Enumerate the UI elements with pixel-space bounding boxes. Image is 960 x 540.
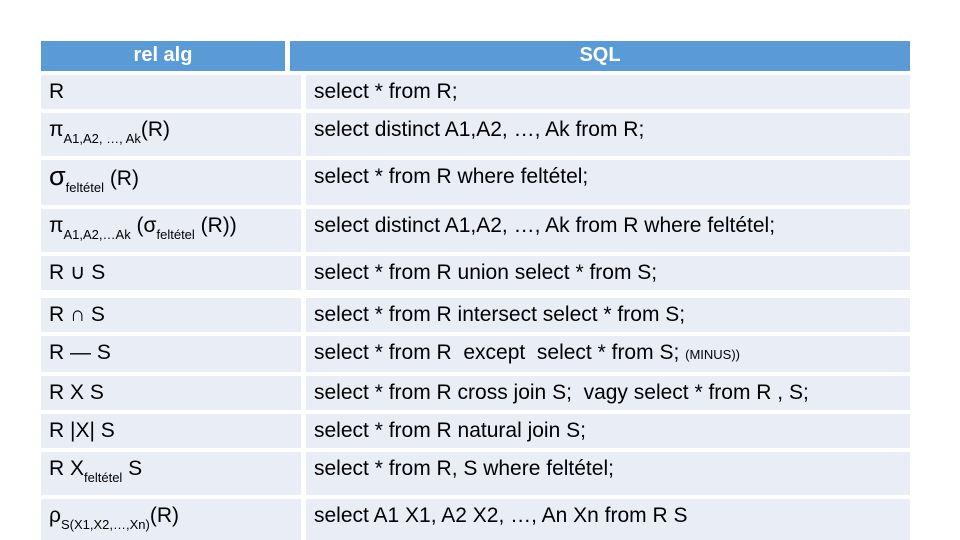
- cell-text: feltétel: [156, 227, 195, 242]
- cell-text: S(X1,X2,…,Xn): [60, 517, 150, 532]
- relalg-cell: R X S: [41, 376, 301, 410]
- cell-text: select * from R except select * from S;: [314, 341, 686, 364]
- cell-text: σ: [49, 161, 66, 191]
- sql-cell: select * from R cross join S; vagy selec…: [306, 376, 910, 410]
- sql-cell: select * from R, S where feltétel;: [306, 452, 910, 495]
- cell-text: A1,A2, …, Ak: [63, 131, 141, 146]
- cell-text: (R): [140, 118, 170, 141]
- cell-text: R: [49, 80, 65, 103]
- table-row: σfeltétel (R) select * from R where felté…: [41, 160, 910, 205]
- relalg-cell: R: [41, 75, 301, 109]
- relalg-cell: πA1,A2,…Ak (σfeltétel (R)): [41, 209, 301, 252]
- cell-text: select distinct A1,A2, …, Ak from R;: [314, 118, 645, 141]
- cell-text: select * from R natural join S;: [314, 419, 586, 442]
- cell-text: (MINUS)): [685, 347, 741, 362]
- table-header-row: rel alg SQL: [41, 41, 910, 71]
- sql-cell: select distinct A1,A2, …, Ak from R;: [306, 113, 910, 156]
- cell-text: feltétel: [84, 470, 123, 485]
- sql-cell: select * from R union select * from S;: [306, 256, 910, 290]
- cell-text: A1,A2,…Ak: [63, 227, 131, 242]
- sql-cell: select A1 X1, A2 X2, …, An Xn from R S: [306, 499, 910, 540]
- cell-text: (R): [149, 504, 179, 527]
- cell-text: select * from R, S where feltétel;: [314, 457, 614, 480]
- table-row: ρS(X1,X2,…,Xn)(R) select A1 X1, A2 X2, …,…: [41, 499, 910, 540]
- sql-cell: select * from R natural join S;: [306, 414, 910, 448]
- cell-text: R ∩ S: [49, 303, 105, 326]
- sql-cell: select * from R where feltétel;: [306, 160, 910, 205]
- column-header-sql: SQL: [290, 41, 910, 71]
- sql-cell: select * from R;: [306, 75, 910, 109]
- cell-text: select A1 X1, A2 X2, …, An Xn from R S: [314, 504, 688, 527]
- cell-text: R |X| S: [49, 419, 115, 442]
- relalg-cell: σfeltétel (R): [41, 160, 301, 205]
- cell-text: π: [49, 118, 64, 141]
- relalg-cell: ρS(X1,X2,…,Xn)(R): [41, 499, 301, 540]
- relalg-cell: R ∪ S: [41, 256, 301, 290]
- relalg-cell: R ∩ S: [41, 298, 301, 332]
- cell-text: select * from R cross join S; vagy selec…: [314, 381, 809, 404]
- cell-text: R — S: [49, 341, 111, 364]
- relalg-cell: R |X| S: [41, 414, 301, 448]
- cell-text: select * from R where feltétel;: [314, 165, 589, 188]
- cell-text: S: [122, 457, 143, 480]
- sql-cell: select distinct A1,A2, …, Ak from R wher…: [306, 209, 910, 252]
- cell-text: R ∪ S: [49, 261, 106, 284]
- cell-text: select distinct A1,A2, …, Ak from R wher…: [314, 214, 776, 237]
- relalg-cell: R — S: [41, 336, 301, 372]
- relalg-cell: πA1,A2, …, Ak(R): [41, 113, 301, 156]
- cell-text: select * from R union select * from S;: [314, 261, 658, 284]
- cell-text: (R): [103, 167, 139, 190]
- cell-text: select * from R intersect select * from …: [314, 303, 686, 326]
- table-row: R X S select * from R cross join S; vagy …: [41, 376, 910, 410]
- sql-cell: select * from R intersect select * from …: [306, 298, 910, 332]
- table-row: πA1,A2, …, Ak(R) select distinct A1,A2, ……: [41, 113, 910, 156]
- cell-text: feltétel: [65, 180, 104, 195]
- relalg-cell: R Xfeltétel S: [41, 452, 301, 495]
- table-row: R ∪ S select * from R union select * from…: [41, 256, 910, 290]
- table-row: R ∩ S select * from R intersect select * …: [41, 298, 910, 332]
- cell-text: R X: [49, 457, 85, 480]
- sql-cell: select * from R except select * from S; …: [306, 336, 910, 372]
- column-header-relalg: rel alg: [41, 41, 285, 71]
- cell-text: R X S: [49, 381, 104, 404]
- cell-text: select * from R;: [314, 80, 458, 103]
- cell-text: (R)): [194, 214, 237, 237]
- table-row: R — S select * from R except select * fro…: [41, 336, 910, 372]
- cell-text: (σ: [130, 214, 157, 237]
- cell-text: π: [49, 214, 64, 237]
- cell-text: ρ: [49, 504, 61, 527]
- table-row: R |X| S select * from R natural join S;: [41, 414, 910, 448]
- table-row: πA1,A2,…Ak (σfeltétel (R)) select distinc…: [41, 209, 910, 252]
